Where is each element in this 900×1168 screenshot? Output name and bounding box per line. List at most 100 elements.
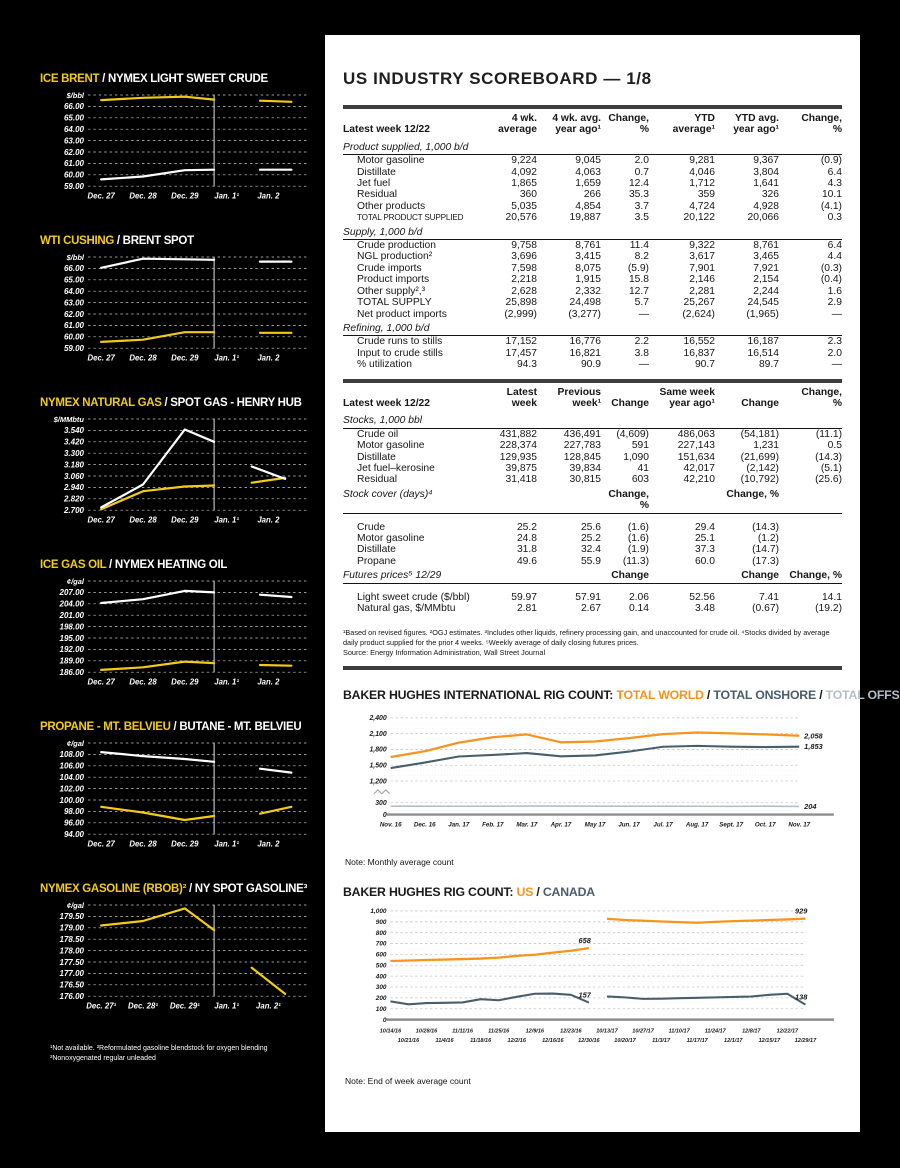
- value-cell: 129,935: [499, 451, 537, 463]
- value-cell: 436,491: [563, 428, 601, 440]
- table-row: Light sweet crude ($/bbl) 59.97 57.91 2.06 5…: [343, 592, 842, 603]
- value-cell: 17,457: [505, 347, 538, 359]
- x-tick-label: 11/11/16: [452, 1029, 474, 1035]
- value-cell: (1.6): [627, 533, 649, 544]
- table-row: TOTAL SUPPLY 25,898 24,498 5.7 25,267 24,545 2…: [343, 297, 842, 308]
- table-row: Distillate 129,935 128,845 1,090 151,634 (21,…: [343, 452, 842, 463]
- series-nymex-heating-oil: [258, 593, 293, 599]
- x-tick-label: Dec. 28¹: [128, 1002, 158, 1011]
- value-cell: 12.7: [628, 285, 649, 297]
- value-cell: (1.2): [757, 533, 779, 544]
- section-subheader-cell: [479, 323, 537, 334]
- value-cell: 17,152: [505, 336, 538, 348]
- section-subheader-cell: [779, 142, 842, 153]
- row-label: Net product imports: [357, 308, 447, 320]
- chart-title: WTI CUSHING / BRENT SPOT: [40, 234, 316, 249]
- value-cell: 0.7: [634, 166, 649, 178]
- section-subheader-cell: [537, 489, 601, 512]
- x-tick-label: 12/30/16: [578, 1038, 600, 1044]
- table-row: Motor gasoline 24.8 25.2 (1.6) 25.1 (1.2): [343, 533, 842, 544]
- x-tick-label: Apr. 17: [550, 822, 572, 829]
- x-tick-label: 12/1/17: [724, 1038, 743, 1044]
- chart-title-right: / SPOT GAS - HENRY HUB: [161, 397, 302, 409]
- row-label: Product imports: [357, 274, 430, 286]
- y-tick-label: 178.50: [60, 935, 85, 944]
- section-subheader-cell: [537, 227, 601, 238]
- value-cell: 16,821: [569, 347, 602, 359]
- section-subheader-cell: Change: [611, 570, 649, 582]
- section-subheader-cell: [649, 570, 715, 581]
- x-tick-label: May 17: [585, 822, 606, 829]
- rig-chart-us-canada-plot: 1,000 900 800 700 600 500 400 300 200 100 0 658 929 1…: [370, 907, 835, 1044]
- value-cell: 14.1: [821, 591, 842, 603]
- y-tick-label: 61.00: [64, 159, 85, 168]
- value-cell: 151,634: [677, 451, 715, 463]
- series-end-value: 1,853: [804, 742, 823, 751]
- section-supply-1-000-b-d: Supply, 1,000 b/d: [343, 227, 842, 241]
- y-tick-label: 600: [376, 952, 387, 959]
- table-row: Natural gas, $/MMbtu 2.81 2.67 0.14 3.48 (0.6…: [343, 603, 842, 614]
- row-label: Motor gasoline: [357, 533, 425, 544]
- y-tick-label: 63.00: [64, 298, 85, 307]
- table-row: Jet fuel 1,865 1,659 12.4 1,712 1,641 4.3: [343, 178, 842, 189]
- x-tick-label: Dec. 27: [88, 840, 116, 849]
- value-cell: 7.41: [758, 591, 779, 603]
- x-tick-label: Dec. 27¹: [86, 1002, 116, 1011]
- value-cell: 3.5: [634, 212, 649, 224]
- row-label: Crude oil: [357, 428, 399, 440]
- value-cell: 15.8: [628, 274, 649, 286]
- section-futures-prices-12-29: Futures prices⁵ 12/29 Change Change Change,…: [343, 570, 842, 584]
- section-subheader-cell: [601, 415, 649, 426]
- section-subheader-cell: [537, 142, 601, 153]
- chart-title: NYMEX GASOLINE (RBOB)² / NY SPOT GASOLIN…: [40, 882, 316, 897]
- rig-count-charts: BAKER HUGHES INTERNATIONAL RIG COUNT: TO…: [343, 688, 900, 1086]
- x-tick-label: Jan. 2: [257, 354, 280, 363]
- value-cell: 2.0: [634, 155, 649, 167]
- y-axis-unit: ¢/gal: [67, 901, 85, 910]
- page-title: US INDUSTRY SCOREBOARD — 1/8: [343, 69, 652, 88]
- y-tick-label: 500: [376, 963, 387, 970]
- chart-title: ICE BRENT / NYMEX LIGHT SWEET CRUDE: [40, 72, 316, 87]
- series-end-value: 204: [803, 802, 816, 811]
- x-tick-label: Dec. 27: [88, 192, 116, 201]
- value-cell: 1.6: [827, 285, 842, 297]
- series-end-value: 2,058: [803, 732, 823, 741]
- value-cell: 52.56: [689, 591, 715, 603]
- value-cell: 25.2: [580, 533, 601, 544]
- table-row: Crude imports 7,598 8,075 (5.9) 7,901 7,921 (0…: [343, 263, 842, 274]
- value-cell: 2.2: [634, 336, 649, 348]
- y-tick-label: 59.00: [64, 344, 85, 353]
- series-end-value: 929: [795, 907, 808, 916]
- value-cell: 2.9: [827, 297, 842, 309]
- value-cell: 39,875: [505, 462, 538, 474]
- value-cell: 227,783: [563, 440, 601, 452]
- header-cell: 4 wk. avg. year ago¹: [552, 113, 601, 136]
- y-tick-label: 94.00: [64, 830, 85, 839]
- x-tick-label: 11/24/17: [705, 1029, 727, 1035]
- value-cell: (10,792): [740, 474, 779, 486]
- value-cell: (14.7): [752, 544, 779, 556]
- section-subheader-cell: [779, 489, 842, 512]
- y-tick-label: 60.00: [64, 333, 85, 342]
- value-cell: 1,641: [753, 178, 779, 190]
- row-label: Distillate: [357, 451, 396, 463]
- y-tick-label: 201.00: [59, 611, 85, 620]
- table-row: Other products 5,035 4,854 3.7 4,724 4,928 (4.…: [343, 201, 842, 212]
- header-cell: Change, %: [801, 386, 842, 409]
- value-cell: 0.5: [827, 440, 842, 452]
- series-ice-brent: [100, 95, 216, 102]
- value-cell: (19.2): [815, 603, 842, 615]
- value-cell: 228,374: [499, 440, 537, 452]
- value-cell: [779, 522, 842, 533]
- chart-title-left: NYMEX GASOLINE (RBOB)²: [40, 883, 187, 895]
- y-tick-label: 186.00: [60, 668, 85, 677]
- value-cell: 227,143: [677, 440, 715, 452]
- value-cell: 16,776: [569, 336, 602, 348]
- y-tick-label: 102.00: [60, 784, 85, 793]
- value-cell: 2,218: [511, 274, 537, 286]
- value-cell: (3,277): [568, 308, 601, 320]
- price-charts-sidebar: ICE BRENT / NYMEX LIGHT SWEET CRUDE $/bbl…: [40, 72, 316, 1063]
- price-chart-plot: ¢/gal 207.00 204.00 201.00 198.00 195.00 192.0…: [59, 577, 308, 687]
- chart-title-right: / NY SPOT GASOLINE³: [186, 883, 308, 895]
- value-cell: (4,609): [616, 428, 649, 440]
